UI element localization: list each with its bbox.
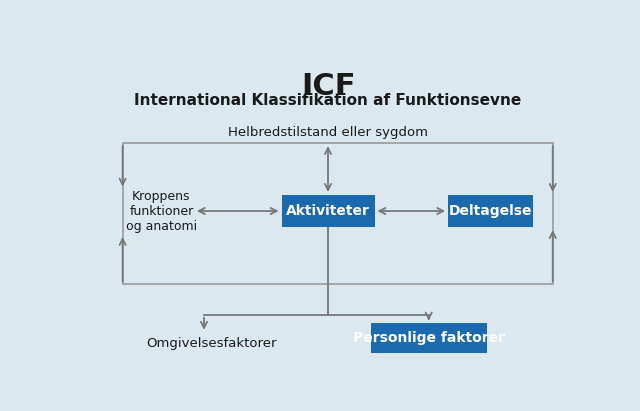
Text: Deltagelse: Deltagelse (449, 204, 532, 218)
Text: International Klassifikation af Funktionsevne: International Klassifikation af Funktion… (134, 93, 522, 108)
Text: Kroppens
funktioner
og anatomi: Kroppens funktioner og anatomi (126, 189, 197, 233)
Text: Helbredstilstand eller sygdom: Helbredstilstand eller sygdom (228, 126, 428, 139)
FancyBboxPatch shape (448, 195, 533, 227)
Text: Personlige faktorer: Personlige faktorer (353, 331, 505, 345)
Text: Aktiviteter: Aktiviteter (286, 204, 370, 218)
FancyBboxPatch shape (282, 195, 374, 227)
Text: Omgivelsesfaktorer: Omgivelsesfaktorer (147, 337, 277, 350)
Text: ICF: ICF (301, 72, 355, 102)
Bar (123, 143, 553, 284)
FancyBboxPatch shape (371, 323, 487, 353)
